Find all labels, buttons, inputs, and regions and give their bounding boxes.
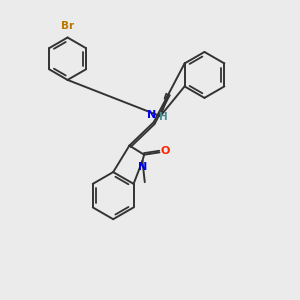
Text: N: N <box>147 110 157 120</box>
Text: H: H <box>159 112 167 122</box>
Text: O: O <box>161 146 170 157</box>
Text: Br: Br <box>61 21 74 31</box>
Text: N: N <box>138 162 148 172</box>
